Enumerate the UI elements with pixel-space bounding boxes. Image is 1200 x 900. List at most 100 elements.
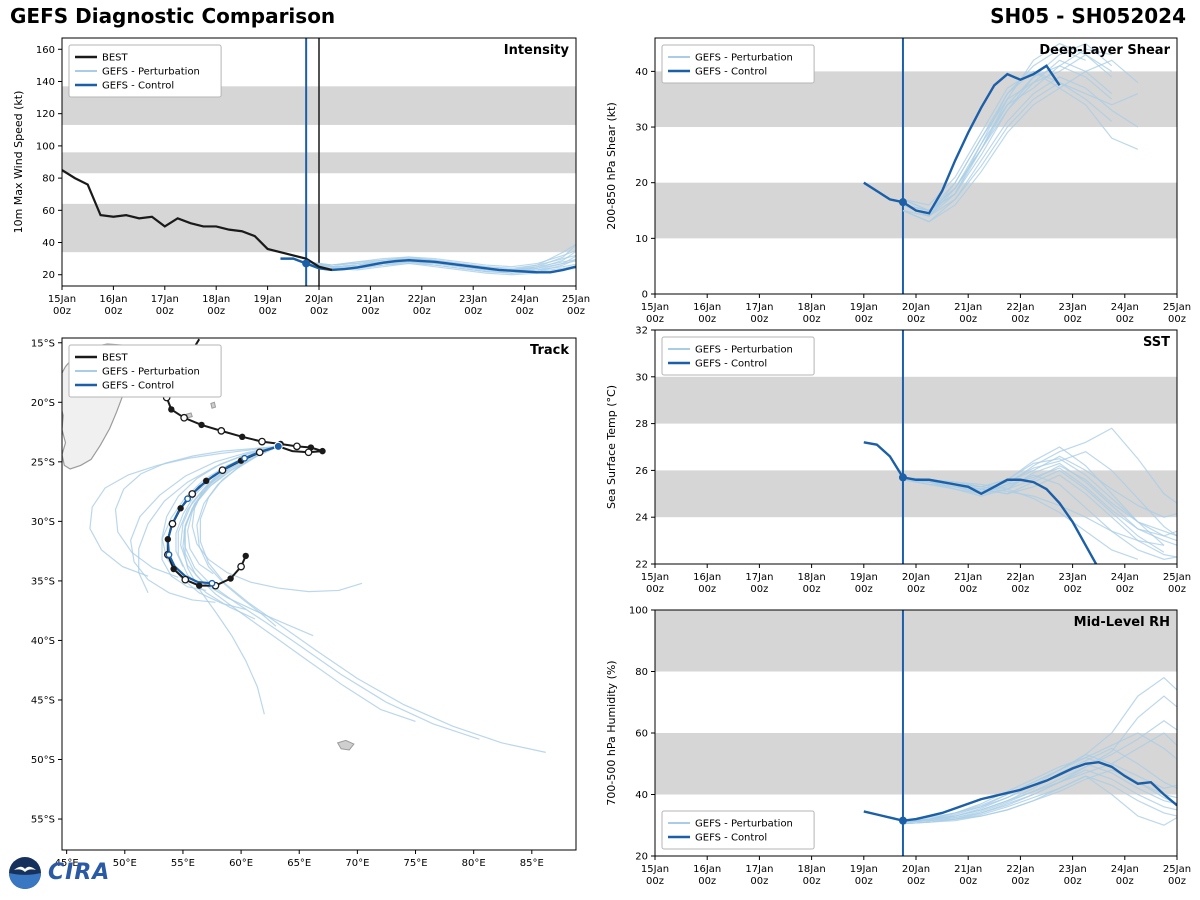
svg-text:00z: 00z [53,306,71,317]
svg-text:00z: 00z [855,584,873,595]
svg-text:35°S: 35°S [31,576,55,587]
svg-text:00z: 00z [361,306,379,317]
svg-text:28: 28 [635,419,648,430]
svg-text:80: 80 [42,174,55,185]
svg-text:60: 60 [635,729,648,740]
legend: GEFS - Perturbation GEFS - Control [661,44,815,84]
svg-text:00z: 00z [1168,584,1186,595]
svg-text:00z: 00z [907,584,925,595]
sst-panel: 22242628303215Jan00z16Jan00z17Jan00z18Ja… [605,326,1191,596]
svg-text:21Jan: 21Jan [356,294,384,305]
svg-text:00z: 00z [1064,584,1082,595]
svg-text:00z: 00z [698,876,716,887]
svg-text:22Jan: 22Jan [408,294,436,305]
island [336,739,355,751]
svg-text:30: 30 [635,123,648,134]
svg-text:00z: 00z [750,584,768,595]
track-content: 45°E 50°E 55°E 60°E 65°E 70°E 75°E 80°E 85°E 15°S… [31,337,577,869]
intensity-panel: 2040608010012014016015Jan00z16Jan00z17Ja… [12,37,590,317]
svg-text:00z: 00z [907,876,925,887]
svg-text:00z: 00z [413,306,431,317]
svg-text:700-500 hPa Humidity (%): 700-500 hPa Humidity (%) [605,660,618,805]
svg-text:25Jan: 25Jan [562,294,590,305]
svg-text:22: 22 [635,560,648,571]
svg-text:00z: 00z [750,876,768,887]
svg-text:GEFS - Control: GEFS - Control [695,67,767,78]
track-panel: 45°E 50°E 55°E 60°E 65°E 70°E 75°E 80°E 85°E 15°S… [31,337,577,869]
svg-text:15°S: 15°S [31,338,55,349]
svg-text:00z: 00z [959,584,977,595]
svg-shear-content: 01020304015Jan00z16Jan00z17Jan00z18Jan00… [605,37,1191,325]
svg-text:20Jan: 20Jan [902,864,930,875]
svg-text:15Jan: 15Jan [641,864,669,875]
legend: GEFS - Perturbation GEFS - Control [661,336,815,376]
svg-text:GEFS - Control: GEFS - Control [695,833,767,844]
legend: BEST GEFS - Perturbation GEFS - Control [68,44,222,98]
svg-text:00z: 00z [1011,876,1029,887]
analysis-point [273,441,283,451]
svg-text:00z: 00z [1064,876,1082,887]
svg-text:30°S: 30°S [31,517,55,528]
svg-text:25Jan: 25Jan [1163,864,1191,875]
storm-id-title: SH05 - SH052024 [990,4,1186,28]
svg-text:50°S: 50°S [31,755,55,766]
svg-text:24Jan: 24Jan [1111,864,1139,875]
svg-text:40: 40 [635,790,648,801]
svg-text:Intensity: Intensity [504,43,570,58]
svg-text:00z: 00z [646,584,664,595]
svg-text:18Jan: 18Jan [798,864,826,875]
svg-text:85°E: 85°E [520,858,544,869]
svg-text:20: 20 [635,178,648,189]
svg-text:GEFS - Control: GEFS - Control [102,381,174,392]
svg-text:65°E: 65°E [287,858,311,869]
svg-text:Mid-Level RH: Mid-Level RH [1074,615,1170,630]
svg-text:GEFS - Perturbation: GEFS - Perturbation [695,53,793,64]
svg-text:40°S: 40°S [31,636,55,647]
svg-text:23Jan: 23Jan [1059,572,1087,583]
svg-text:Sea Surface Temp (°C): Sea Surface Temp (°C) [605,385,618,509]
svg-text:00z: 00z [1064,314,1082,325]
noaa-logo [9,857,41,889]
svg-text:00z: 00z [959,876,977,887]
svg-text:20: 20 [42,270,55,281]
svg-text:00z: 00z [1011,584,1029,595]
svg-text:19Jan: 19Jan [254,294,282,305]
svg-text:00z: 00z [698,314,716,325]
svg-text:120: 120 [36,109,55,120]
svg-text:BEST: BEST [102,353,129,364]
legend: GEFS - Perturbation GEFS - Control [661,810,815,850]
svg-text:40: 40 [635,67,648,78]
svg-text:24Jan: 24Jan [1111,572,1139,583]
svg-text:22Jan: 22Jan [1006,302,1034,313]
svg-text:00z: 00z [750,314,768,325]
shear-panel: 01020304015Jan00z16Jan00z17Jan00z18Jan00… [605,37,1191,325]
cira-logo: CIRA [48,860,111,885]
svg-text:00z: 00z [646,876,664,887]
svg-text:21Jan: 21Jan [954,302,982,313]
svg-text:GEFS - Control: GEFS - Control [695,359,767,370]
svg-text:20: 20 [635,852,648,863]
svg-text:00z: 00z [464,306,482,317]
legend: BEST GEFS - Perturbation GEFS - Control [68,344,222,398]
svg-text:45°S: 45°S [31,695,55,706]
svg-text:00z: 00z [1116,584,1134,595]
svg-rh-content: 2040608010015Jan00z16Jan00z17Jan00z18Jan… [605,606,1191,888]
logo-strip: CIRA [8,856,110,890]
svg-text:23Jan: 23Jan [1059,302,1087,313]
svg-text:21Jan: 21Jan [954,864,982,875]
svg-text:40: 40 [42,238,55,249]
svg-text:GEFS - Perturbation: GEFS - Perturbation [695,819,793,830]
svg-text:00z: 00z [104,306,122,317]
svg-text:BEST: BEST [102,53,129,64]
svg-text:19Jan: 19Jan [850,302,878,313]
svg-text:GEFS - Perturbation: GEFS - Perturbation [695,345,793,356]
svg-text:17Jan: 17Jan [745,302,773,313]
svg-text:00z: 00z [1168,314,1186,325]
svg-text:24Jan: 24Jan [511,294,539,305]
svg-text:75°E: 75°E [403,858,427,869]
svg-text:10: 10 [635,234,648,245]
svg-text:200-850 hPa Shear (kt): 200-850 hPa Shear (kt) [605,102,618,230]
svg-text:80: 80 [635,667,648,678]
svg-text:160: 160 [36,45,55,56]
svg-text:26: 26 [635,466,648,477]
